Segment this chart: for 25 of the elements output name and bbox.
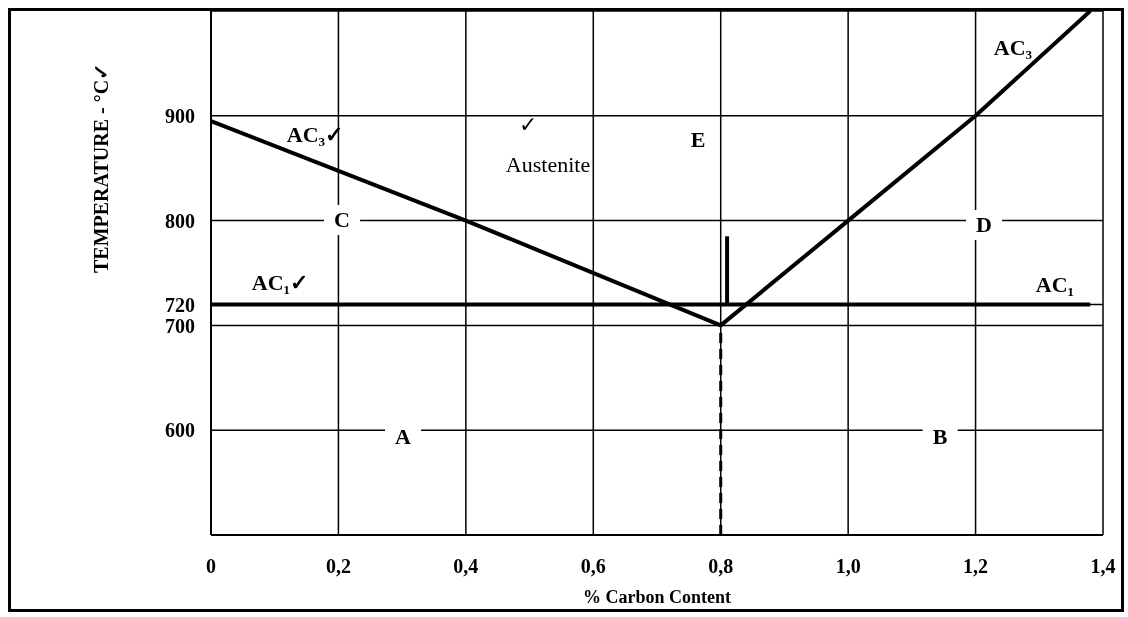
x-tick-label: 1,4 — [1090, 555, 1116, 578]
annotation: A — [385, 422, 421, 452]
y-tick-label: 800 — [165, 209, 195, 232]
annotation: Austenite — [505, 152, 591, 177]
x-tick-label: 1,0 — [835, 555, 861, 578]
y-tick-label: 600 — [165, 419, 195, 442]
annotation: AC₃ — [993, 35, 1033, 60]
y-tick-label: 720 — [165, 293, 195, 316]
annotation: E — [680, 125, 716, 155]
x-tick-label: 0 — [206, 555, 216, 578]
annotation: ✓ — [519, 112, 537, 137]
annotation: D — [966, 210, 1002, 240]
x-tick-label: 1,2 — [963, 555, 989, 578]
y-tick-label: 700 — [165, 314, 195, 337]
annotation: AC₁✓ — [251, 270, 309, 295]
x-tick-label: 0,2 — [325, 555, 351, 578]
annotation: AC₁ — [1035, 272, 1075, 297]
x-tick-label: 0,6 — [580, 555, 606, 578]
annotation: C — [324, 205, 360, 235]
annotation: B — [922, 422, 958, 452]
x-tick-label: 0,4 — [453, 555, 479, 578]
x-tick-label: 0,8 — [708, 555, 734, 578]
x-axis-title: % Carbon Content — [582, 587, 732, 607]
y-tick-label: 900 — [165, 104, 195, 127]
y-axis-title: TEMPERATURE - °C✓ — [90, 62, 113, 273]
